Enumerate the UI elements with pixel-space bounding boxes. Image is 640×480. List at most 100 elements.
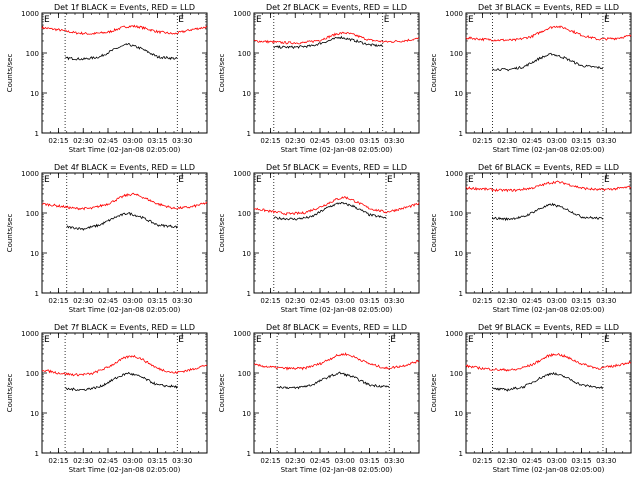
x-axis-label: Start Time (02-Jan-08 02:05:00) bbox=[493, 146, 605, 154]
event-marker-label-left: E bbox=[468, 15, 474, 25]
event-marker-label-right: E bbox=[604, 15, 610, 25]
plot-frame bbox=[253, 12, 420, 134]
x-tick-label: 02:45 bbox=[522, 297, 542, 305]
y-tick-label: 10 bbox=[30, 250, 39, 258]
series-events-line bbox=[492, 371, 604, 392]
y-tick-label: 100 bbox=[26, 370, 39, 378]
y-tick-label: 1000 bbox=[21, 10, 39, 18]
x-tick-label: 03:30 bbox=[172, 297, 192, 305]
y-tick-label: 100 bbox=[238, 50, 251, 58]
x-tick-label: 03:15 bbox=[147, 457, 167, 465]
event-marker-label-left: E bbox=[468, 335, 474, 345]
y-tick-label: 100 bbox=[450, 210, 463, 218]
y-axis-label: Counts/sec bbox=[430, 374, 438, 413]
series-events-line bbox=[66, 211, 178, 231]
y-tick-label: 1 bbox=[35, 450, 39, 458]
y-tick-label: 1 bbox=[459, 450, 463, 458]
x-tick-label: 02:45 bbox=[310, 457, 330, 465]
series-events-line bbox=[492, 202, 604, 222]
y-tick-label: 1 bbox=[35, 130, 39, 138]
series-events-line bbox=[273, 35, 383, 49]
series-lld-line bbox=[253, 352, 420, 371]
y-tick-label: 1000 bbox=[21, 330, 39, 338]
y-tick-label: 1 bbox=[35, 290, 39, 298]
y-tick-label: 100 bbox=[238, 210, 251, 218]
x-tick-label: 03:15 bbox=[571, 137, 591, 145]
x-tick-label: 03:00 bbox=[335, 137, 355, 145]
x-tick-label: 02:15 bbox=[48, 297, 68, 305]
y-tick-label: 10 bbox=[454, 410, 463, 418]
series-lld-line bbox=[253, 31, 420, 45]
series-events-line bbox=[65, 371, 178, 392]
x-tick-label: 02:15 bbox=[260, 137, 280, 145]
x-tick-label: 02:15 bbox=[260, 297, 280, 305]
x-tick-label: 03:00 bbox=[335, 457, 355, 465]
chart-panel: Det 6f BLACK = Events, RED = LLD 1 10 100 10… bbox=[430, 163, 632, 314]
y-tick-label: 1000 bbox=[445, 10, 463, 18]
x-tick-label: 03:30 bbox=[596, 297, 616, 305]
x-tick-label: 03:30 bbox=[172, 137, 192, 145]
x-tick-label: 02:45 bbox=[522, 137, 542, 145]
y-tick-label: 1000 bbox=[445, 170, 463, 178]
event-marker-label-left: E bbox=[468, 175, 474, 185]
chart-title: Det 3f BLACK = Events, RED = LLD bbox=[478, 3, 619, 12]
y-tick-label: 1 bbox=[459, 290, 463, 298]
x-tick-label: 03:15 bbox=[147, 137, 167, 145]
chart-title: Det 4f BLACK = Events, RED = LLD bbox=[54, 163, 195, 172]
chart-panel: Det 1f BLACK = Events, RED = LLD 1 10 100 10… bbox=[6, 3, 208, 154]
y-tick-label: 1 bbox=[247, 130, 251, 138]
y-axis-label: Counts/sec bbox=[218, 54, 226, 93]
series-lld-line bbox=[465, 352, 632, 372]
series-lld-line bbox=[41, 24, 208, 36]
y-tick-label: 10 bbox=[454, 250, 463, 258]
series-events-line bbox=[273, 201, 387, 221]
chart-panel: Det 9f BLACK = Events, RED = LLD 1 10 100 10… bbox=[430, 323, 632, 474]
plot-frame bbox=[253, 172, 420, 294]
event-marker-label-left: E bbox=[44, 15, 50, 25]
series-lld-line bbox=[465, 180, 632, 193]
event-marker-label-right: E bbox=[604, 335, 610, 345]
x-tick-label: 03:00 bbox=[547, 297, 567, 305]
chart-panel: Det 8f BLACK = Events, RED = LLD 1 10 100 10… bbox=[218, 323, 420, 474]
y-axis-label: Counts/sec bbox=[6, 54, 14, 93]
x-tick-label: 02:15 bbox=[48, 137, 68, 145]
chart-panel: Det 7f BLACK = Events, RED = LLD 1 10 100 10… bbox=[6, 323, 208, 474]
chart-panel: Det 4f BLACK = Events, RED = LLD 1 10 100 10… bbox=[6, 163, 208, 314]
series-lld-line bbox=[465, 25, 632, 42]
y-tick-label: 10 bbox=[30, 90, 39, 98]
x-axis-label: Start Time (02-Jan-08 02:05:00) bbox=[281, 466, 393, 474]
series-events-line bbox=[492, 52, 604, 72]
y-tick-label: 10 bbox=[242, 250, 251, 258]
x-tick-label: 03:00 bbox=[547, 137, 567, 145]
x-tick-label: 02:45 bbox=[310, 137, 330, 145]
x-tick-label: 03:30 bbox=[596, 457, 616, 465]
x-tick-label: 02:30 bbox=[285, 457, 305, 465]
chart-title: Det 8f BLACK = Events, RED = LLD bbox=[266, 323, 407, 332]
chart-title: Det 9f BLACK = Events, RED = LLD bbox=[478, 323, 619, 332]
event-marker-label-left: E bbox=[256, 335, 262, 345]
x-tick-label: 02:30 bbox=[73, 457, 93, 465]
y-axis-label: Counts/sec bbox=[6, 214, 14, 253]
x-tick-label: 03:00 bbox=[123, 297, 143, 305]
x-tick-label: 02:30 bbox=[497, 457, 517, 465]
event-marker-label-right: E bbox=[390, 335, 396, 345]
x-tick-label: 03:15 bbox=[359, 297, 379, 305]
chart-panel: Det 2f BLACK = Events, RED = LLD 1 10 100 10… bbox=[218, 3, 420, 154]
x-tick-label: 02:15 bbox=[472, 137, 492, 145]
y-tick-label: 100 bbox=[26, 50, 39, 58]
x-tick-label: 02:45 bbox=[98, 137, 118, 145]
y-axis-label: Counts/sec bbox=[218, 374, 226, 413]
event-marker-label-right: E bbox=[387, 175, 393, 185]
y-tick-label: 1 bbox=[247, 450, 251, 458]
y-tick-label: 100 bbox=[26, 210, 39, 218]
chart-panel: Det 3f BLACK = Events, RED = LLD 1 10 100 10… bbox=[430, 3, 632, 154]
x-tick-label: 02:45 bbox=[98, 457, 118, 465]
x-tick-label: 03:30 bbox=[596, 137, 616, 145]
y-tick-label: 100 bbox=[238, 370, 251, 378]
chart-title: Det 5f BLACK = Events, RED = LLD bbox=[266, 163, 407, 172]
x-tick-label: 02:15 bbox=[48, 457, 68, 465]
x-tick-label: 02:30 bbox=[285, 137, 305, 145]
y-tick-label: 1 bbox=[247, 290, 251, 298]
event-marker-label-left: E bbox=[256, 15, 262, 25]
x-tick-label: 03:15 bbox=[359, 137, 379, 145]
